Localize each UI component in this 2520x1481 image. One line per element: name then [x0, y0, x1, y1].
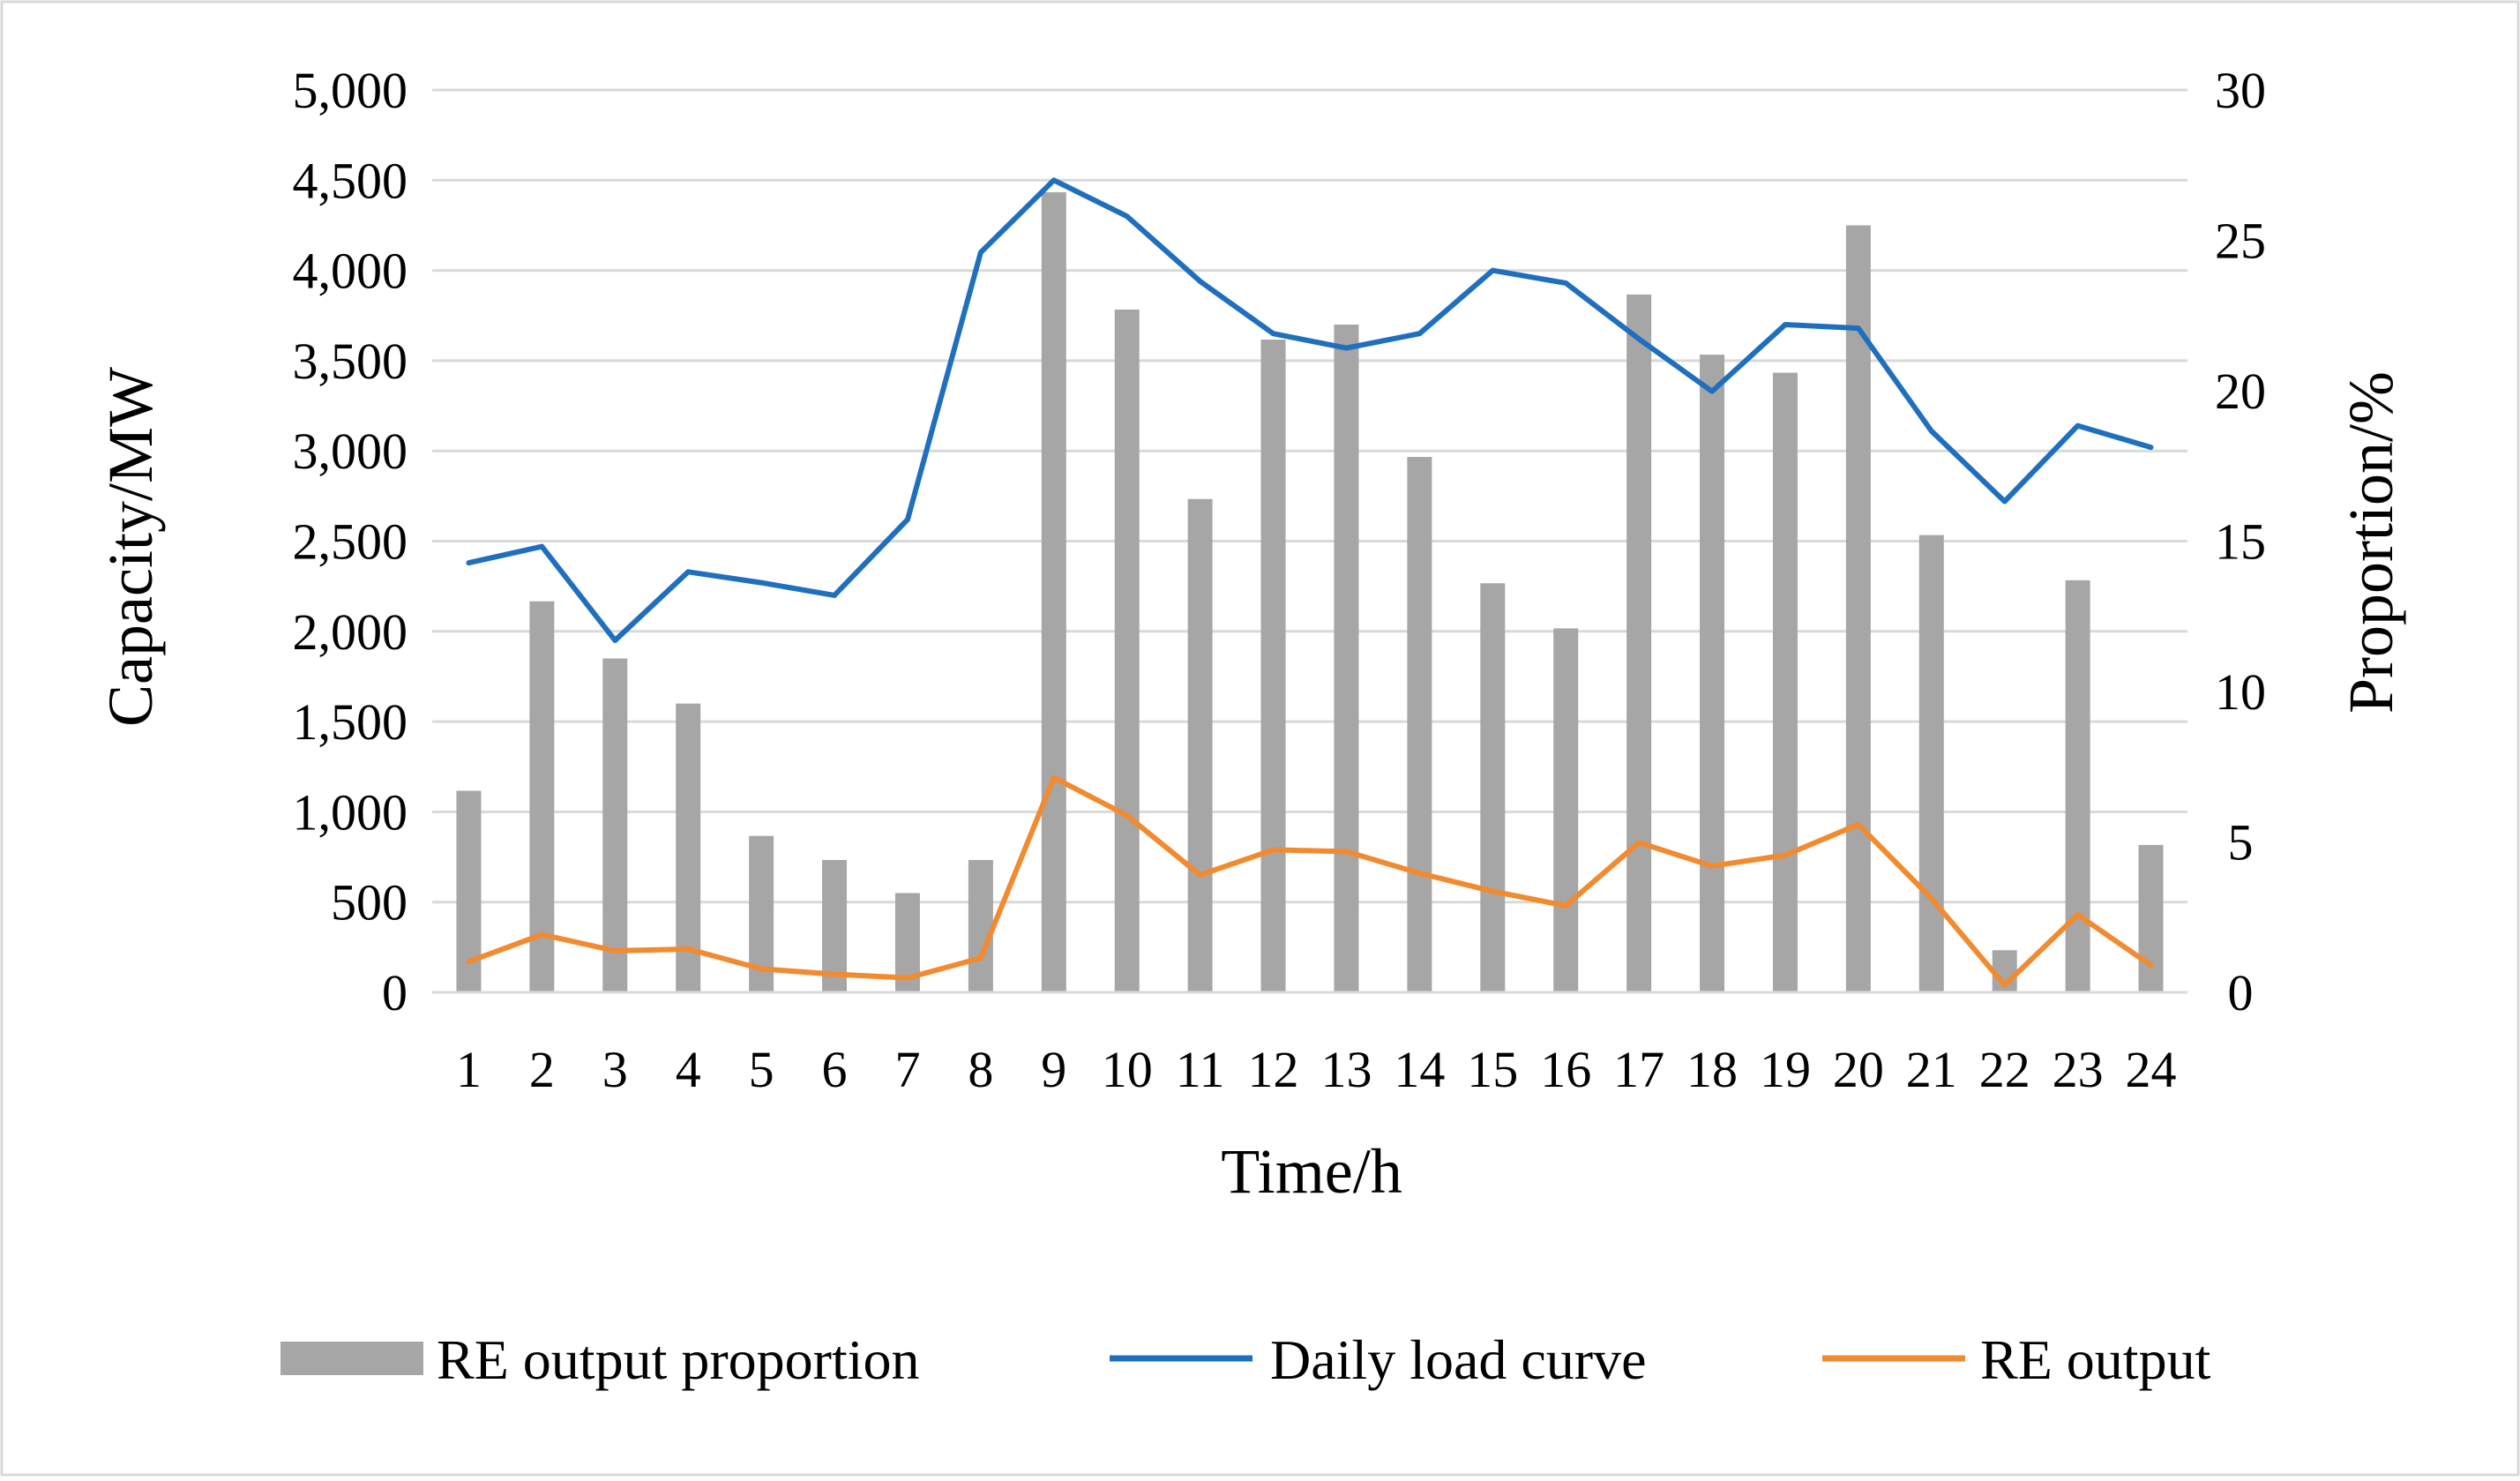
y-right-tick-label: 20: [2215, 363, 2266, 420]
x-tick-label: 3: [602, 1041, 628, 1098]
bar: [529, 601, 555, 992]
x-tick-label: 14: [1394, 1041, 1445, 1098]
bar: [602, 658, 628, 992]
x-tick-label: 24: [2126, 1041, 2177, 1098]
y-left-tick-label: 5,000: [293, 62, 408, 119]
y-left-tick-label: 0: [382, 964, 408, 1021]
bar: [1334, 324, 1359, 993]
x-tick-label: 4: [676, 1041, 701, 1098]
x-tick-label: 18: [1686, 1041, 1738, 1098]
legend-item-re-output-proportion: RE output proportion: [280, 1328, 920, 1391]
bar: [2065, 580, 2090, 992]
bar: [822, 859, 848, 992]
y-left-tick-label: 1,500: [293, 693, 408, 751]
bar: [968, 859, 993, 992]
x-tick-label: 10: [1102, 1041, 1153, 1098]
axes: 0 500 1,000 1,500 2,000 2,500 3,000 3,500 4,000 4…: [293, 62, 2267, 1098]
x-tick-label: 2: [529, 1041, 555, 1098]
y-left-tick-label: 2,500: [293, 513, 408, 571]
bar-series: [456, 191, 2164, 993]
bar: [1187, 498, 1213, 992]
y-axis-right-title: Proportion/%: [2336, 371, 2406, 714]
x-tick-label: 5: [749, 1041, 774, 1098]
legend-swatch-bar: [280, 1342, 423, 1375]
re-output-line: [466, 774, 2154, 988]
y-right-tick-label: 15: [2215, 513, 2266, 571]
legend: RE output proportion Daily load curve RE…: [280, 1328, 2211, 1391]
y-left-tick-label: 500: [331, 874, 408, 931]
x-tick-label: 21: [1906, 1041, 1957, 1098]
bar: [1626, 294, 1652, 992]
bar: [1700, 355, 1725, 993]
y-right-tick-label: 0: [2228, 964, 2254, 1021]
y-left-tick-label: 2,000: [293, 603, 408, 661]
bar: [1918, 535, 1944, 992]
x-tick-label: 8: [968, 1041, 993, 1098]
bar: [2138, 844, 2164, 992]
gridlines: [432, 88, 2187, 904]
x-tick-label: 13: [1320, 1041, 1372, 1098]
x-tick-label: 20: [1833, 1041, 1884, 1098]
x-tick-label: 12: [1248, 1041, 1299, 1098]
x-tick-label: 17: [1613, 1041, 1664, 1098]
y-left-tick-label: 3,500: [293, 333, 408, 390]
bar: [1407, 457, 1432, 992]
y-right-tick-label: 5: [2228, 814, 2254, 871]
line-series: [466, 177, 2154, 988]
bar: [1480, 583, 1506, 992]
bar: [1772, 372, 1798, 992]
x-tick-label: 6: [822, 1041, 848, 1098]
bar: [1845, 225, 1871, 992]
legend-item-daily-load-curve: Daily load curve: [1110, 1328, 1647, 1391]
x-axis-title: Time/h: [1221, 1136, 1402, 1207]
legend-label-re-output: RE output: [1980, 1328, 2211, 1391]
legend-item-re-output: RE output: [1822, 1328, 2211, 1391]
y-right-tick-label: 10: [2215, 663, 2266, 721]
x-tick-label: 9: [1041, 1041, 1066, 1098]
bar: [1260, 340, 1286, 992]
x-tick-label: 22: [1979, 1041, 2030, 1098]
bar: [1553, 628, 1579, 992]
legend-label-daily-load-curve: Daily load curve: [1270, 1328, 1647, 1391]
legend-label-re-output-proportion: RE output proportion: [437, 1328, 920, 1391]
bar: [1114, 309, 1140, 992]
y-axis-left-title: Capacity/MW: [95, 367, 166, 727]
y-right-tick-label: 30: [2215, 62, 2266, 119]
x-tick-label: 11: [1176, 1041, 1225, 1098]
y-left-tick-label: 1,000: [293, 783, 408, 841]
x-tick-label: 23: [2053, 1041, 2104, 1098]
daily-load-curve-line: [466, 177, 2154, 643]
bar: [676, 703, 701, 992]
x-tick-label: 7: [894, 1041, 920, 1098]
y-left-tick-label: 4,000: [293, 243, 408, 300]
y-right-tick-label: 25: [2215, 213, 2266, 270]
y-left-tick-label: 3,000: [293, 423, 408, 480]
bar: [1041, 191, 1066, 992]
x-tick-label: 19: [1760, 1041, 1811, 1098]
x-tick-label: 16: [1540, 1041, 1591, 1098]
x-tick-label: 1: [456, 1041, 482, 1098]
x-tick-label: 15: [1467, 1041, 1518, 1098]
y-left-tick-label: 4,500: [293, 152, 408, 209]
